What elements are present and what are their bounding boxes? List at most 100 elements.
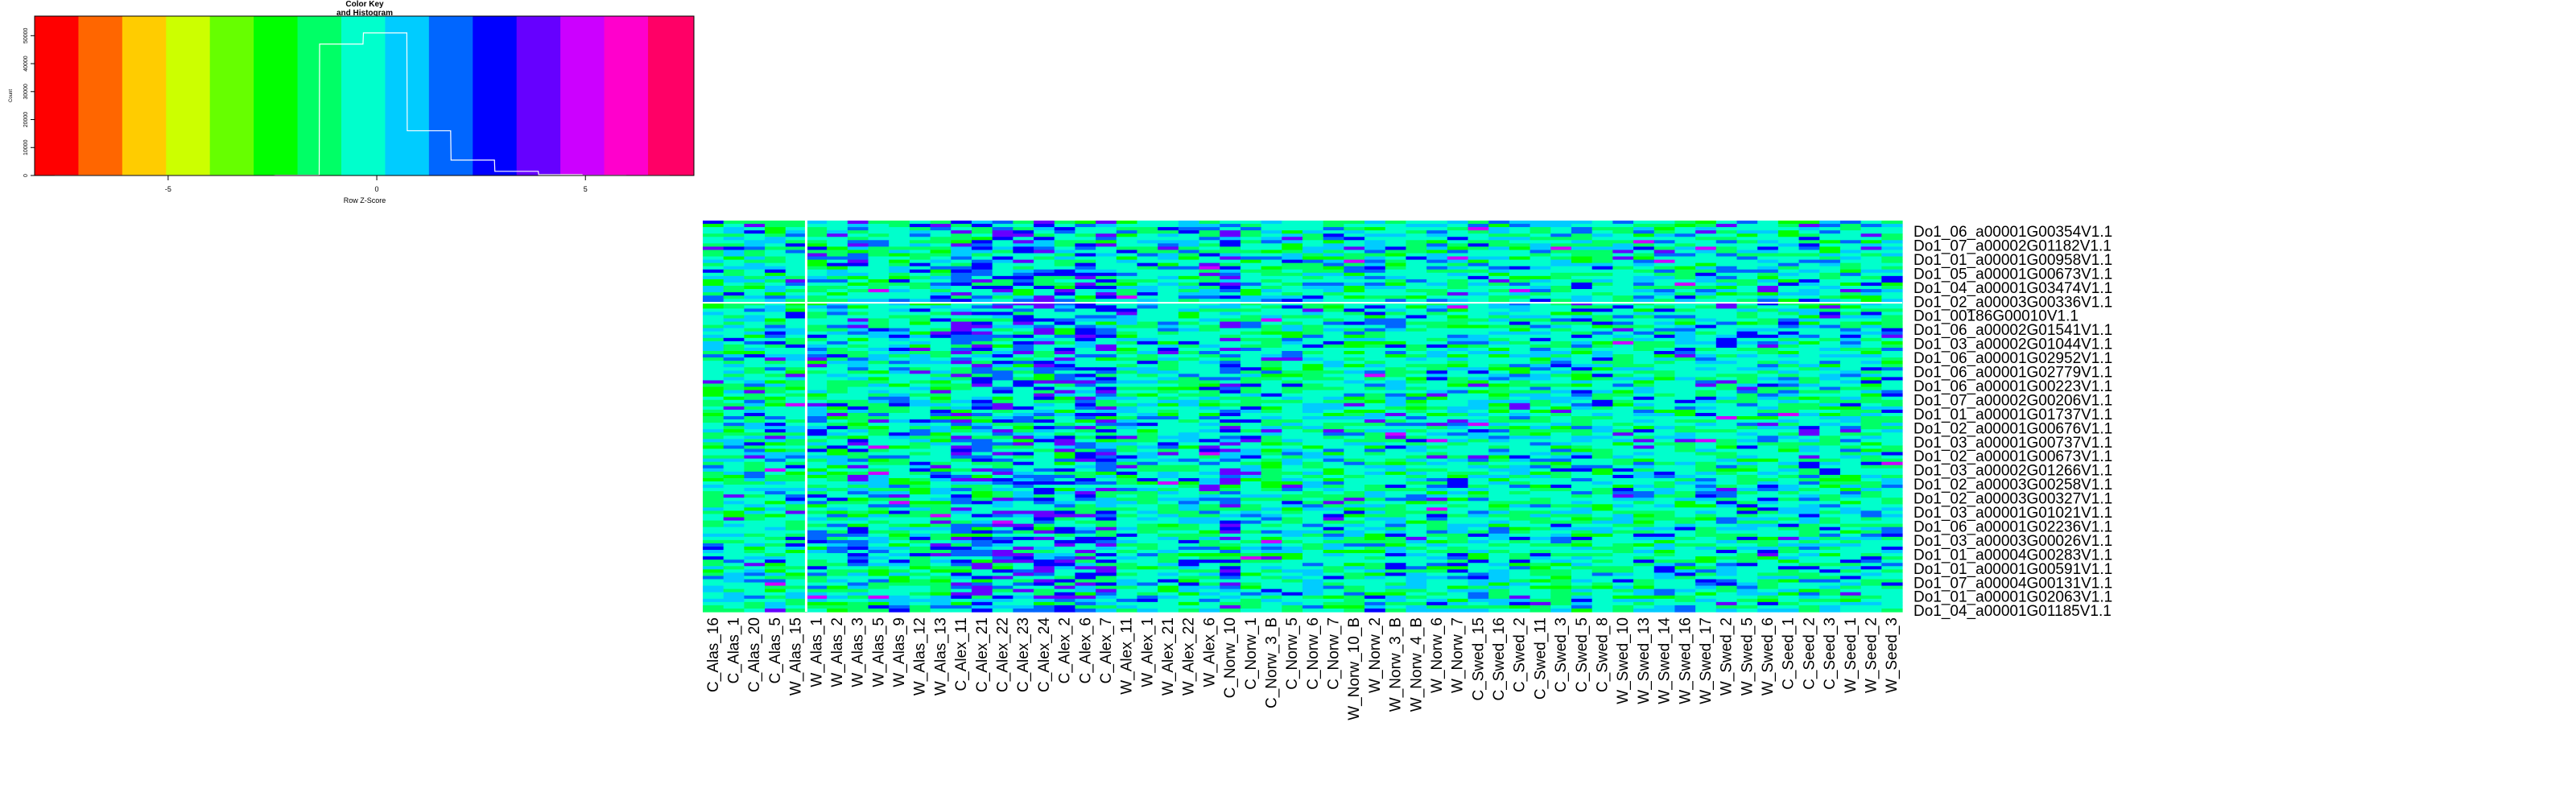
heatmap-cell: [1261, 250, 1282, 254]
heatmap-cell: [1819, 402, 1841, 407]
heatmap-cell: [1406, 292, 1427, 296]
heatmap-cell: [1633, 412, 1655, 417]
heatmap-cell: [1819, 416, 1841, 420]
heatmap-cell: [1860, 275, 1882, 280]
heatmap-cell: [1137, 308, 1158, 312]
heatmap-cell: [806, 224, 828, 228]
heatmap-cell: [1447, 370, 1469, 374]
heatmap-cell: [889, 419, 910, 423]
heatmap-cell: [1137, 471, 1158, 476]
heatmap-cell: [1881, 429, 1903, 433]
heatmap-cell: [1261, 432, 1282, 436]
heatmap-cell: [1571, 432, 1593, 436]
heatmap-cell: [1819, 318, 1841, 323]
heatmap-cell: [868, 419, 890, 423]
heatmap-cell: [1240, 357, 1262, 361]
heatmap-cell: [1612, 383, 1634, 388]
heatmap-cell: [1261, 308, 1282, 312]
heatmap-cell: [1364, 321, 1386, 326]
heatmap-cell: [1819, 448, 1841, 453]
heatmap-cell: [1426, 361, 1448, 365]
heatmap-cell: [1447, 233, 1469, 237]
heatmap-cell: [1468, 262, 1489, 267]
heatmap-cell: [992, 439, 1013, 443]
heatmap-cell: [1530, 259, 1551, 264]
heatmap-cell: [1137, 396, 1158, 401]
heatmap-cell: [1178, 266, 1200, 270]
heatmap-cell: [765, 227, 786, 231]
heatmap-cell: [847, 269, 869, 274]
heatmap-cell: [1447, 367, 1469, 371]
heatmap-cell: [1137, 436, 1158, 440]
heatmap-cell: [1240, 494, 1262, 498]
heatmap-cell: [1364, 426, 1386, 430]
heatmap-cell: [1777, 237, 1800, 241]
heatmap-cell: [765, 481, 786, 485]
heatmap-cell: [1695, 380, 1717, 385]
heatmap-cell: [1530, 442, 1551, 447]
heatmap-cell: [765, 321, 786, 326]
heatmap-cell: [1137, 351, 1158, 355]
heatmap-cell: [1530, 364, 1551, 368]
heatmap-cell: [1860, 357, 1882, 361]
heatmap-cell: [765, 328, 786, 332]
heatmap-cell: [1302, 302, 1324, 306]
heatmap-cell: [951, 237, 972, 241]
heatmap-cell: [806, 262, 828, 267]
heatmap-cell: [1674, 337, 1696, 342]
heatmap-cell: [1881, 390, 1903, 394]
heatmap-cell: [1261, 321, 1282, 326]
heatmap-cell: [1674, 416, 1696, 420]
heatmap-cell: [992, 308, 1013, 312]
heatmap-cell: [1819, 390, 1841, 394]
heatmap-cell: [1426, 488, 1448, 492]
heatmap-cell: [1220, 337, 1241, 342]
heatmap-cell: [1591, 357, 1613, 361]
heatmap-cell: [868, 279, 890, 283]
heatmap-cell: [1158, 286, 1179, 290]
heatmap-cell: [785, 377, 807, 382]
heatmap-cell: [1612, 221, 1634, 225]
heatmap-cell: [1385, 224, 1407, 228]
heatmap-cell: [1406, 461, 1427, 466]
heatmap-cell: [1406, 380, 1427, 385]
heatmap-cell: [1178, 275, 1200, 280]
heatmap-cell: [1653, 344, 1676, 349]
heatmap-cell: [1468, 383, 1489, 388]
heatmap-cell: [1075, 396, 1096, 401]
heatmap-cell: [1674, 452, 1696, 456]
heatmap-cell: [930, 390, 952, 394]
heatmap-cell: [1591, 423, 1613, 427]
heatmap-cell: [1158, 259, 1179, 264]
heatmap-cell: [1261, 393, 1282, 398]
heatmap-cell: [1385, 439, 1407, 443]
heatmap-cell: [951, 302, 972, 306]
heatmap-cell: [1096, 485, 1117, 489]
heatmap-cell: [1860, 423, 1882, 427]
heatmap-cell: [930, 266, 952, 270]
heatmap-cell: [951, 357, 972, 361]
heatmap-cell: [1757, 286, 1779, 290]
heatmap-cell: [909, 262, 931, 267]
heatmap-cell: [1199, 259, 1220, 264]
heatmap-cell: [1096, 262, 1117, 267]
heatmap-cell: [765, 439, 786, 443]
heatmap-cell: [1633, 367, 1655, 371]
heatmap-cell: [1054, 370, 1076, 374]
heatmap-cell: [1798, 390, 1820, 394]
heatmap-cell: [723, 351, 745, 355]
heatmap-cell: [1550, 471, 1572, 476]
heatmap-cell: [847, 497, 869, 502]
heatmap-cell: [1261, 224, 1282, 228]
heatmap-cell: [1653, 448, 1676, 453]
heatmap-cell: [1199, 494, 1220, 498]
heatmap-cell: [1550, 491, 1572, 495]
heatmap-cell: [703, 380, 724, 385]
heatmap-cell: [847, 458, 869, 463]
heatmap-cell: [889, 485, 910, 489]
heatmap-cell: [1137, 337, 1158, 342]
heatmap-cell: [1653, 409, 1676, 414]
heatmap-cell: [1571, 423, 1593, 427]
heatmap-cell: [785, 337, 807, 342]
heatmap-cell: [1674, 269, 1696, 274]
